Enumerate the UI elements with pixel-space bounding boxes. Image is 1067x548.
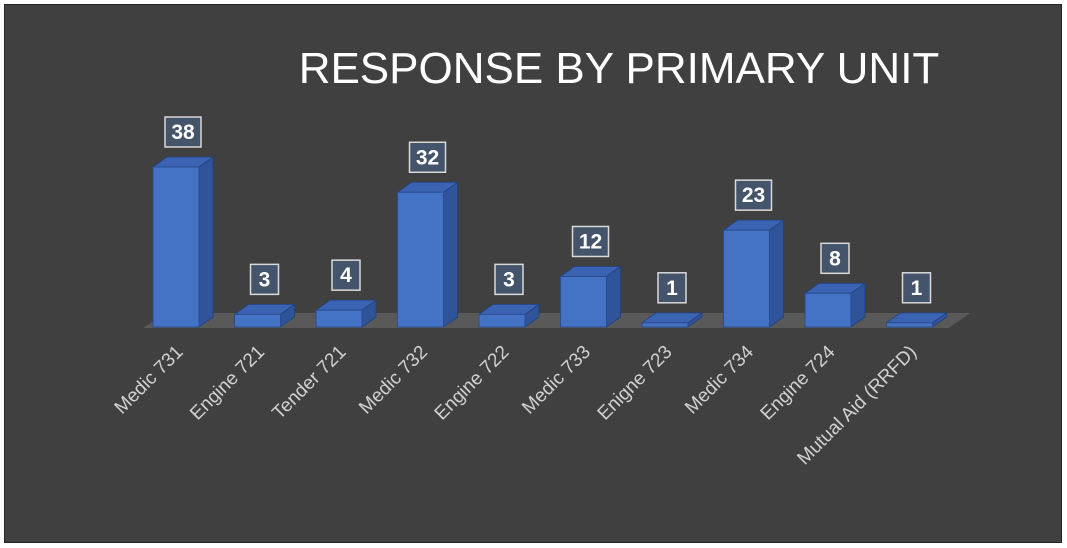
- bar: [722, 219, 785, 328]
- bar-front: [478, 313, 526, 328]
- bar-front: [152, 166, 200, 328]
- x-tick-label: Tender 721: [268, 342, 350, 424]
- data-label-text: 32: [416, 146, 439, 169]
- bar-front: [234, 313, 281, 328]
- bar: [803, 282, 867, 328]
- bar-side: [443, 181, 458, 328]
- data-label: 3: [494, 263, 524, 296]
- data-label-text: 1: [911, 277, 923, 300]
- bar: [396, 181, 459, 328]
- bar-side: [606, 265, 621, 328]
- data-label-box: [331, 259, 361, 291]
- data-label-text: 8: [829, 247, 841, 270]
- data-label: 8: [820, 242, 850, 275]
- bar: [233, 303, 296, 328]
- x-tick-label: Medic 732: [355, 342, 432, 419]
- data-label-text: 38: [171, 121, 195, 144]
- data-label-box: [657, 272, 687, 304]
- x-tick-label: Medic 731: [111, 342, 188, 419]
- data-label: 1: [657, 272, 687, 304]
- chart-title: RESPONSE BY PRIMARY UNIT: [299, 44, 940, 93]
- data-label-box: [408, 141, 447, 174]
- data-label-text: 12: [579, 230, 602, 253]
- bar-front: [641, 322, 689, 328]
- bar-front: [315, 309, 363, 328]
- data-label: 3: [249, 263, 280, 296]
- data-label-box: [901, 272, 932, 304]
- data-label-box: [494, 263, 524, 296]
- data-label-box: [571, 225, 610, 258]
- bar: [477, 303, 541, 328]
- x-tick-label: Enigne 723: [594, 342, 677, 425]
- data-label-box: [164, 116, 202, 148]
- bar-front: [804, 292, 852, 328]
- bar-front: [723, 229, 770, 328]
- data-label: 32: [408, 141, 447, 174]
- data-label-text: 23: [742, 184, 765, 207]
- bar: [559, 265, 622, 328]
- data-label-box: [249, 263, 280, 296]
- bars-group: [151, 156, 948, 328]
- bar-front: [886, 322, 933, 328]
- x-tick-label: Engine 722: [431, 342, 514, 425]
- bar-side: [198, 156, 214, 328]
- bar-side: [769, 219, 784, 328]
- data-label-text: 3: [259, 268, 271, 291]
- bar: [885, 312, 948, 328]
- data-label: 12: [571, 225, 610, 258]
- data-label-text: 1: [666, 277, 678, 300]
- x-tick-label: Engine 724: [757, 341, 840, 424]
- bar: [640, 312, 704, 328]
- bar: [151, 156, 215, 328]
- x-tick-label: Medic 733: [518, 342, 595, 419]
- x-tick-label: Engine 721: [186, 342, 269, 425]
- chart-frame: RESPONSE BY PRIMARY UNIT 38 3 4 32 3 12 1 23 8 1 …: [4, 4, 1062, 543]
- bar-front: [560, 275, 607, 328]
- data-label-box: [734, 179, 773, 211]
- data-label: 38: [164, 116, 202, 148]
- bar-front: [397, 191, 444, 328]
- data-label: 23: [734, 179, 773, 211]
- bar-chart: RESPONSE BY PRIMARY UNIT 383 43231212381 …: [111, 44, 971, 469]
- bar: [314, 299, 378, 328]
- data-label-box: [820, 242, 850, 275]
- data-labels-group: 38 3 4 32 3 12 1 23 8 1: [164, 116, 932, 304]
- x-tick-label: Medic 734: [681, 341, 758, 418]
- data-label-text: 3: [503, 268, 515, 291]
- data-label: 4: [331, 259, 361, 291]
- data-label-text: 4: [340, 264, 352, 287]
- data-label: 1: [901, 272, 932, 304]
